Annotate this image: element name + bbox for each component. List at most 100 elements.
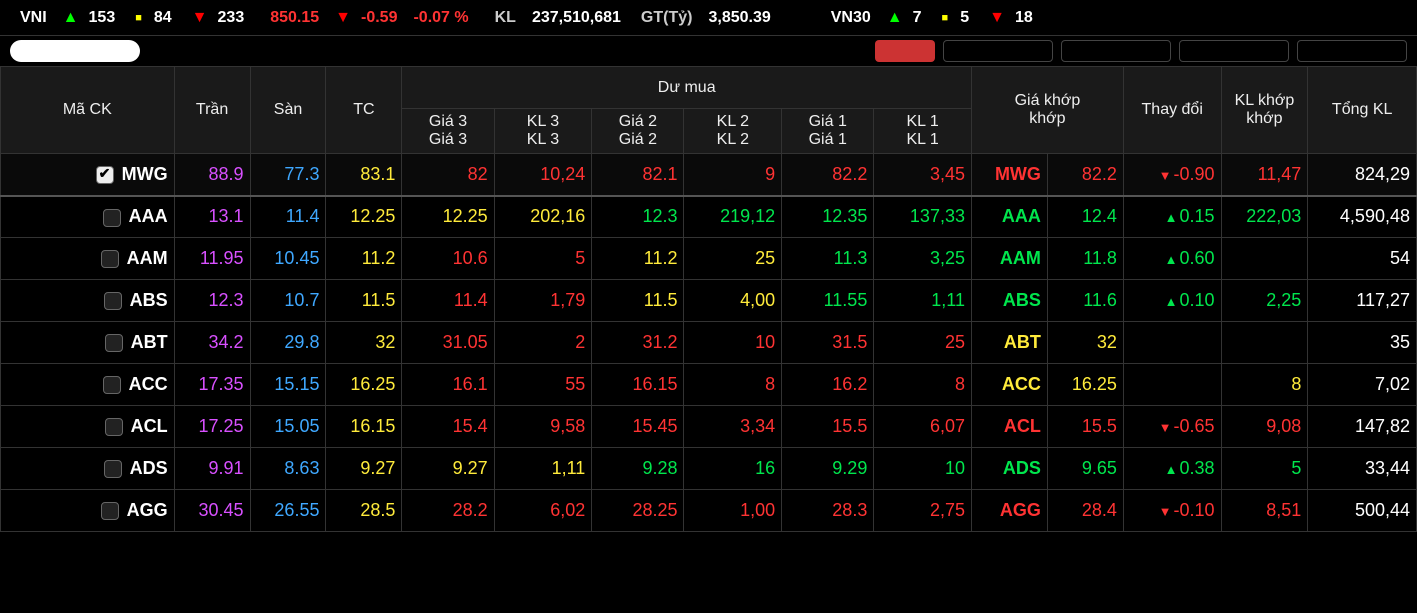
- tab-5[interactable]: [1297, 40, 1407, 62]
- symbol-text: AAA: [129, 206, 168, 226]
- row-checkbox[interactable]: [104, 460, 122, 478]
- cell-tong: 54: [1308, 238, 1417, 280]
- index1-up: 153: [89, 9, 116, 27]
- cell-g3: 31.05: [402, 322, 494, 364]
- th-tc[interactable]: TC: [326, 67, 402, 154]
- th-giakhop-l2: khớp: [976, 110, 1119, 128]
- table-row[interactable]: AAA 13.1 11.4 12.25 12.25 202,16 12.3 21…: [1, 196, 1417, 238]
- cell-tc: 16.25: [326, 364, 402, 406]
- cell-tong: 7,02: [1308, 364, 1417, 406]
- row-checkbox[interactable]: [105, 418, 123, 436]
- cell-tong: 147,82: [1308, 406, 1417, 448]
- kl-val: 237,510,681: [532, 9, 621, 27]
- cell-k2: 1,00: [684, 490, 782, 532]
- th-san[interactable]: Sàn: [250, 67, 326, 154]
- flat-icon-2: ■: [942, 12, 949, 24]
- cell-symbol[interactable]: ACC: [1, 364, 175, 406]
- symbol-text: ACL: [131, 416, 168, 436]
- cell-symbol[interactable]: MWG: [1, 154, 175, 196]
- cell-san: 11.4: [250, 196, 326, 238]
- cell-symbol[interactable]: ABT: [1, 322, 175, 364]
- cell-k1: 6,07: [874, 406, 972, 448]
- table-row[interactable]: ABS 12.3 10.7 11.5 11.4 1,79 11.5 4,00 1…: [1, 280, 1417, 322]
- index1-pct: -0.07 %: [413, 9, 468, 27]
- cell-chg: ▲0.38: [1123, 448, 1221, 490]
- cell-tran: 17.25: [174, 406, 250, 448]
- th-k3[interactable]: KL 3KL 3: [494, 109, 592, 154]
- row-checkbox[interactable]: [105, 334, 123, 352]
- cell-tc: 9.27: [326, 448, 402, 490]
- table-row[interactable]: AAM 11.95 10.45 11.2 10.6 5 11.2 25 11.3…: [1, 238, 1417, 280]
- th-k2[interactable]: KL 2KL 2: [684, 109, 782, 154]
- th-mack[interactable]: Mã CK: [1, 67, 175, 154]
- th-tran[interactable]: Trần: [174, 67, 250, 154]
- search-input[interactable]: [10, 40, 140, 62]
- tab-1[interactable]: [875, 40, 935, 62]
- cell-k1: 3,45: [874, 154, 972, 196]
- th-giakhop[interactable]: Giá khớp khớp: [971, 67, 1123, 154]
- table-row[interactable]: ACC 17.35 15.15 16.25 16.1 55 16.15 8 16…: [1, 364, 1417, 406]
- index1-val: 850.15: [270, 9, 319, 27]
- th-g3[interactable]: Giá 3Giá 3: [402, 109, 494, 154]
- cell-symbol[interactable]: ADS: [1, 448, 175, 490]
- stock-table: Mã CK Trần Sàn TC Dư mua Giá khớp khớp T…: [0, 66, 1417, 532]
- cell-symbol[interactable]: AAA: [1, 196, 175, 238]
- cell-klk: [1221, 238, 1308, 280]
- cell-symbol[interactable]: ACL: [1, 406, 175, 448]
- th-tongkl[interactable]: Tổng KL: [1308, 67, 1417, 154]
- table-row[interactable]: ABT 34.2 29.8 32 31.05 2 31.2 10 31.5 25…: [1, 322, 1417, 364]
- index2-up: 7: [913, 9, 922, 27]
- row-checkbox[interactable]: [101, 250, 119, 268]
- cell-sym2: AGG: [971, 490, 1047, 532]
- th-g2[interactable]: Giá 2Giá 2: [592, 109, 684, 154]
- th-k1[interactable]: KL 1KL 1: [874, 109, 972, 154]
- cell-g3: 9.27: [402, 448, 494, 490]
- cell-g3: 16.1: [402, 364, 494, 406]
- cell-symbol[interactable]: ABS: [1, 280, 175, 322]
- cell-tran: 17.35: [174, 364, 250, 406]
- th-g1[interactable]: Giá 1Giá 1: [782, 109, 874, 154]
- cell-g2: 11.5: [592, 280, 684, 322]
- cell-klk: 8,51: [1221, 490, 1308, 532]
- cell-g3: 28.2: [402, 490, 494, 532]
- cell-khop: 32: [1047, 322, 1123, 364]
- row-checkbox[interactable]: [101, 502, 119, 520]
- tab-4[interactable]: [1179, 40, 1289, 62]
- cell-k3: 10,24: [494, 154, 592, 196]
- cell-san: 8.63: [250, 448, 326, 490]
- tab-3[interactable]: [1061, 40, 1171, 62]
- row-checkbox[interactable]: [96, 166, 114, 184]
- cell-sym2: ABT: [971, 322, 1047, 364]
- cell-g2: 9.28: [592, 448, 684, 490]
- table-row[interactable]: ADS 9.91 8.63 9.27 9.27 1,11 9.28 16 9.2…: [1, 448, 1417, 490]
- cell-g3: 10.6: [402, 238, 494, 280]
- cell-tc: 16.15: [326, 406, 402, 448]
- th-thaydoi[interactable]: Thay đổi: [1123, 67, 1221, 154]
- row-checkbox[interactable]: [104, 292, 122, 310]
- table-row[interactable]: ACL 17.25 15.05 16.15 15.4 9,58 15.45 3,…: [1, 406, 1417, 448]
- th-klkhop[interactable]: KL khớp khớp: [1221, 67, 1308, 154]
- cell-chg: ▲0.10: [1123, 280, 1221, 322]
- cell-klk: 2,25: [1221, 280, 1308, 322]
- cell-symbol[interactable]: AGG: [1, 490, 175, 532]
- cell-g3: 82: [402, 154, 494, 196]
- row-checkbox[interactable]: [103, 376, 121, 394]
- cell-g1: 11.3: [782, 238, 874, 280]
- table-row[interactable]: MWG 88.9 77.3 83.1 82 10,24 82.1 9 82.2 …: [1, 154, 1417, 196]
- cell-sym2: AAM: [971, 238, 1047, 280]
- index1-flat: 84: [154, 9, 172, 27]
- table-row[interactable]: AGG 30.45 26.55 28.5 28.2 6,02 28.25 1,0…: [1, 490, 1417, 532]
- cell-k3: 5: [494, 238, 592, 280]
- cell-symbol[interactable]: AAM: [1, 238, 175, 280]
- cell-tong: 500,44: [1308, 490, 1417, 532]
- row-checkbox[interactable]: [103, 209, 121, 227]
- cell-g2: 15.45: [592, 406, 684, 448]
- tab-2[interactable]: [943, 40, 1053, 62]
- cell-khop: 15.5: [1047, 406, 1123, 448]
- cell-tong: 4,590,48: [1308, 196, 1417, 238]
- cell-sym2: ACC: [971, 364, 1047, 406]
- cell-chg: ▼-0.65: [1123, 406, 1221, 448]
- cell-tran: 30.45: [174, 490, 250, 532]
- cell-k2: 4,00: [684, 280, 782, 322]
- cell-g2: 11.2: [592, 238, 684, 280]
